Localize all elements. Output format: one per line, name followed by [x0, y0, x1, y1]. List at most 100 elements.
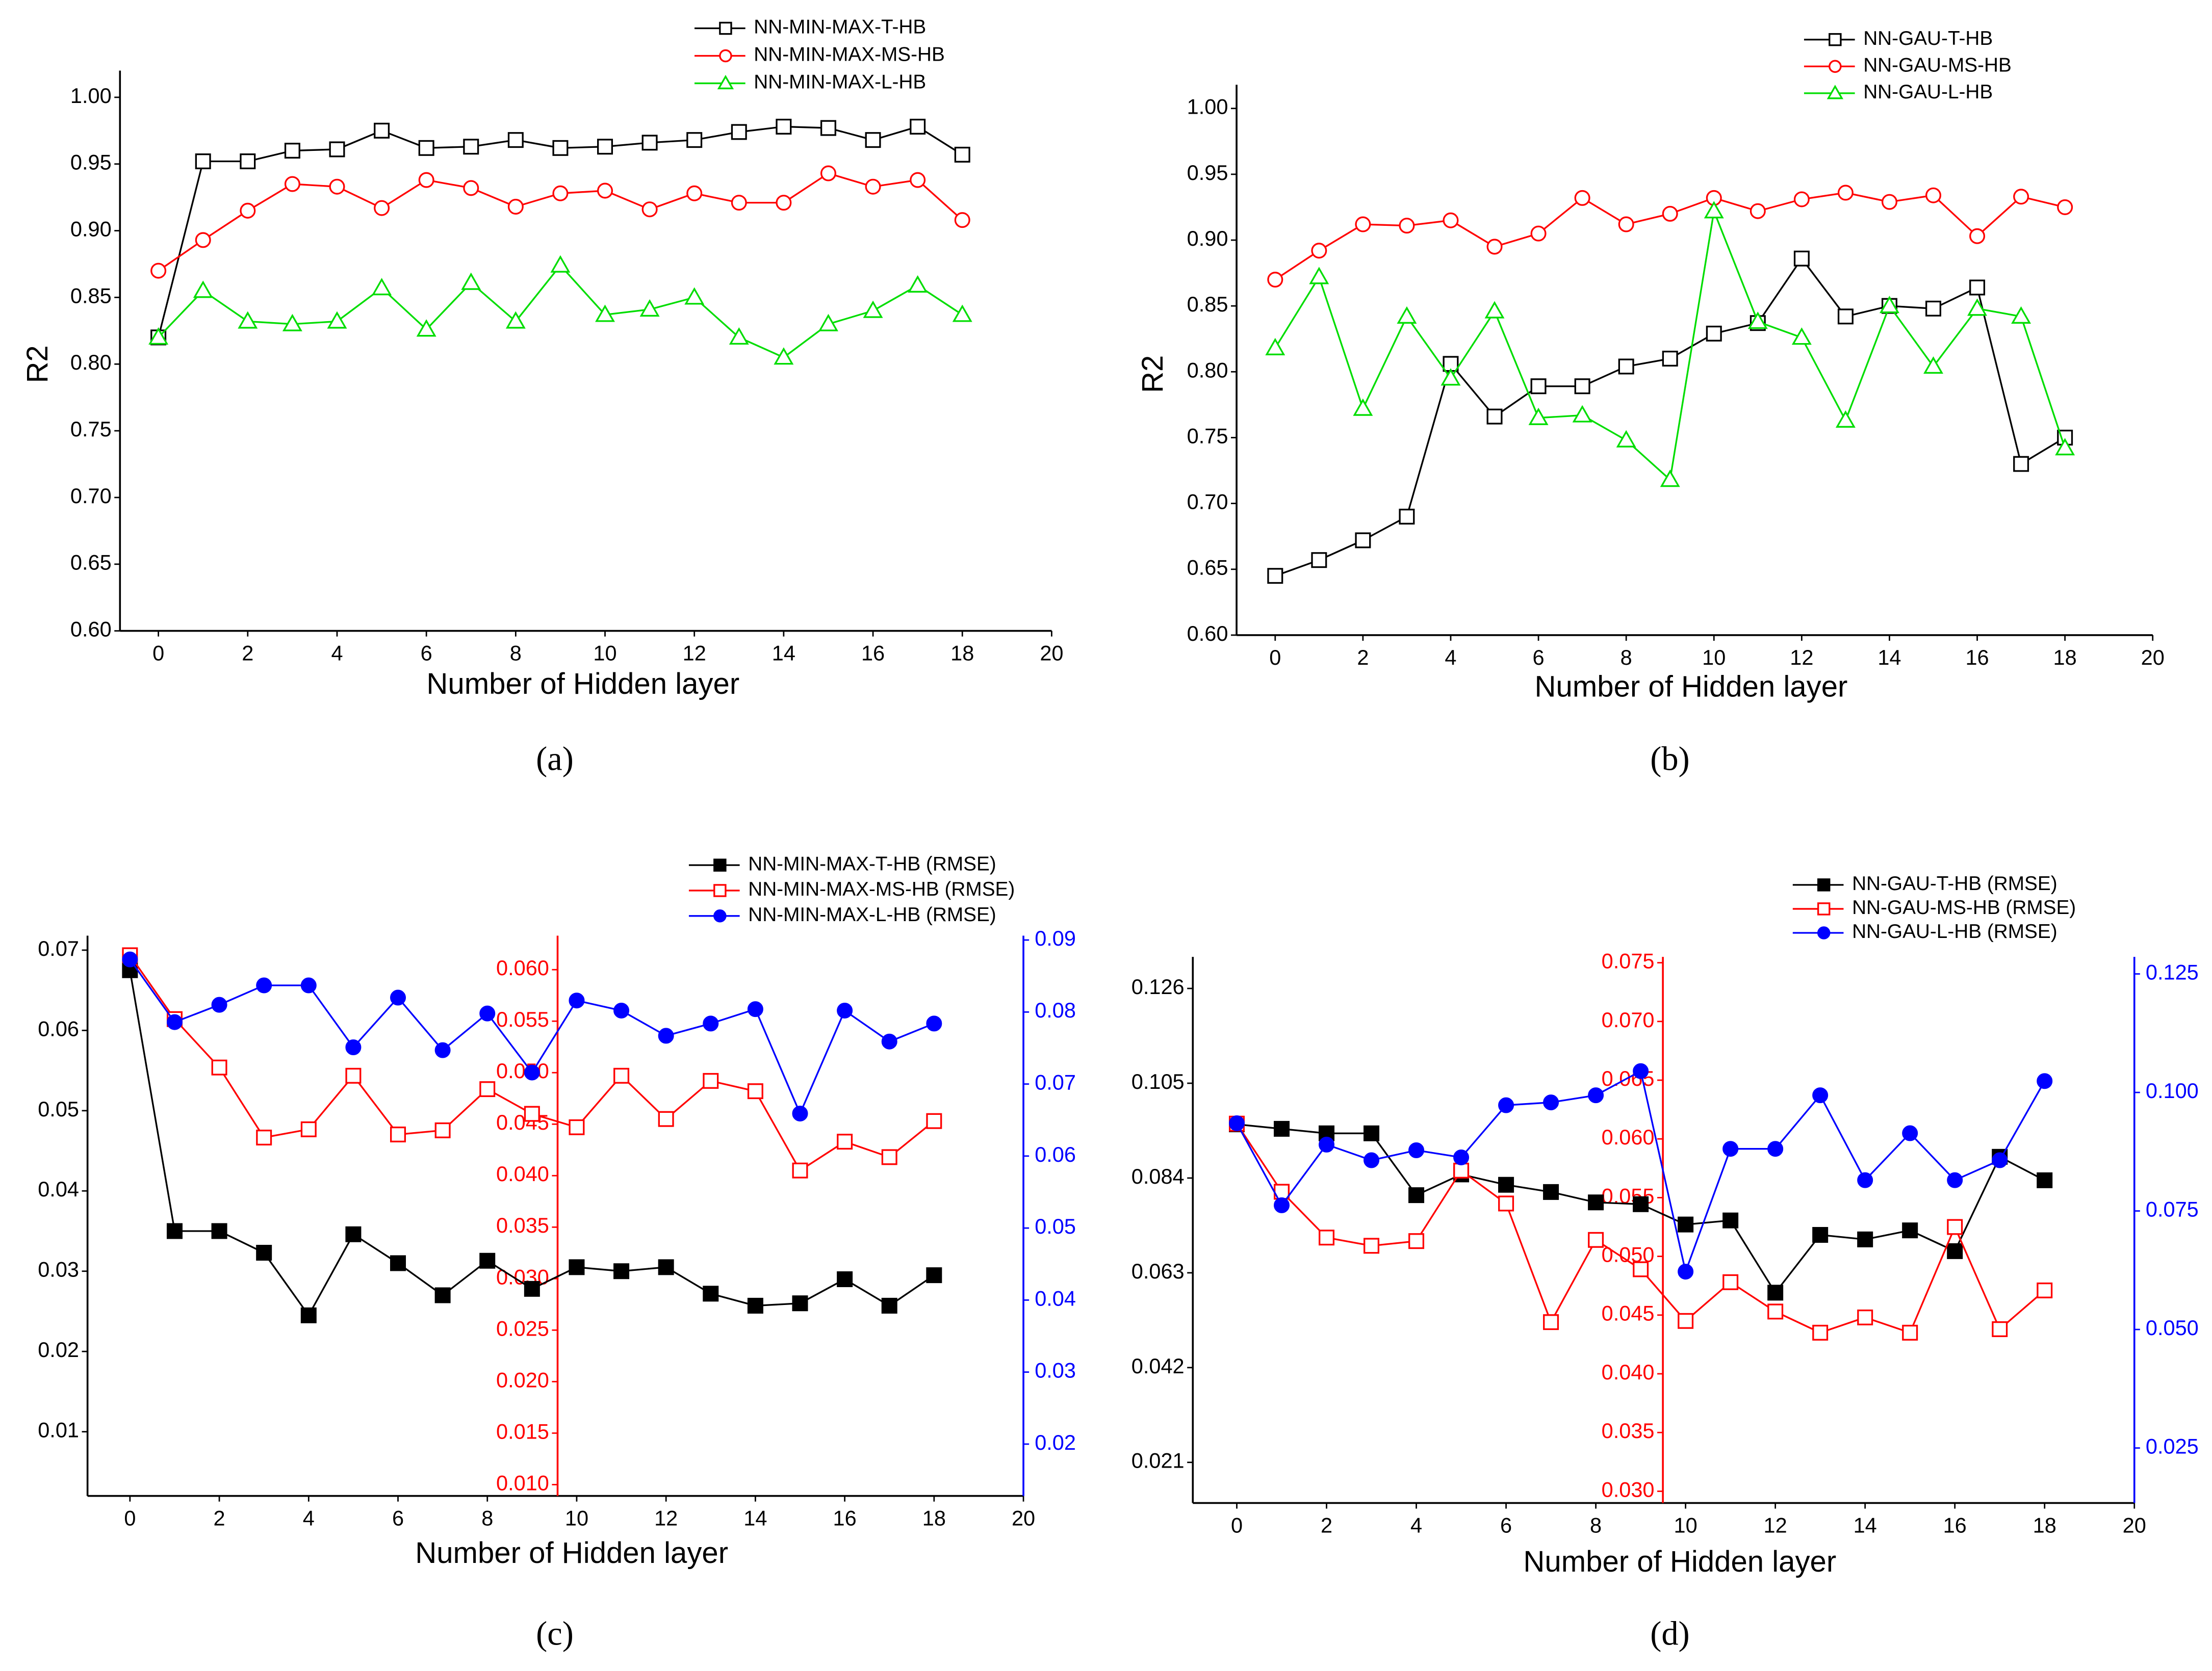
marker — [1722, 1274, 1739, 1290]
marker — [256, 977, 272, 994]
y2-tick-label: 0.025 — [496, 1316, 549, 1340]
marker — [524, 1064, 540, 1081]
x-tick-label: 6 — [392, 1506, 404, 1530]
x-tick-label: 20 — [1040, 641, 1063, 665]
marker — [597, 139, 613, 155]
marker — [284, 176, 300, 192]
caption: (a) — [536, 740, 574, 777]
y2-tick-label: 0.075 — [1602, 949, 1655, 973]
legend-marker — [1829, 33, 1842, 46]
marker — [1706, 325, 1722, 342]
y-tick-label: 0.65 — [1187, 556, 1228, 580]
marker — [910, 118, 926, 135]
marker — [1857, 1309, 1873, 1325]
x-tick-label: 10 — [1702, 645, 1726, 669]
y2-tick-label: 0.040 — [496, 1162, 549, 1186]
y2-tick-label: 0.045 — [496, 1110, 549, 1134]
marker — [166, 1014, 183, 1030]
marker — [1633, 1063, 1649, 1079]
x-tick-label: 18 — [2033, 1513, 2056, 1537]
y2-tick-label: 0.010 — [496, 1471, 549, 1495]
marker — [641, 135, 658, 151]
marker — [327, 311, 347, 329]
legend-label: NN-GAU-L-HB (RMSE) — [1852, 921, 2057, 943]
marker — [1311, 552, 1327, 568]
marker — [1364, 1238, 1380, 1254]
y-tick-label: 0.021 — [1131, 1449, 1185, 1473]
marker — [569, 993, 585, 1009]
marker — [684, 287, 705, 305]
x-tick-label: 18 — [2053, 645, 2077, 669]
marker — [818, 314, 838, 331]
marker — [1902, 1222, 1918, 1239]
marker — [552, 185, 569, 201]
marker — [282, 314, 302, 331]
marker — [1408, 1233, 1425, 1249]
marker — [211, 997, 227, 1013]
x-tick-label: 0 — [124, 1506, 136, 1530]
marker — [1747, 311, 1768, 329]
marker — [1588, 1087, 1604, 1104]
marker — [747, 1001, 763, 1017]
y2-tick-label: 0.040 — [1602, 1360, 1655, 1384]
marker — [505, 311, 526, 329]
marker — [1498, 1177, 1514, 1193]
marker — [1543, 1094, 1559, 1111]
marker — [792, 1162, 808, 1179]
marker — [300, 1307, 317, 1323]
marker — [1662, 350, 1678, 367]
marker — [479, 1081, 496, 1098]
marker — [1857, 1172, 1873, 1188]
x-tick-label: 14 — [1854, 1513, 1877, 1537]
x-axis-title: Number of Hidden layer — [1523, 1545, 1836, 1578]
marker — [1355, 532, 1371, 549]
y3-tick-label: 0.09 — [1035, 926, 1076, 950]
x-tick-label: 14 — [772, 641, 795, 665]
marker — [1309, 267, 1329, 284]
marker — [122, 951, 138, 968]
marker — [1767, 1285, 1784, 1301]
marker — [1588, 1194, 1604, 1211]
marker — [300, 1121, 317, 1137]
legend-label: NN-GAU-MS-HB (RMSE) — [1852, 897, 2076, 919]
marker — [390, 989, 406, 1006]
marker — [211, 1059, 227, 1076]
y3-tick-label: 0.125 — [2146, 960, 2199, 984]
marker — [1353, 398, 1373, 416]
x-tick-label: 2 — [242, 641, 253, 665]
marker — [374, 200, 390, 216]
marker — [1441, 368, 1461, 386]
marker — [1923, 356, 1943, 374]
marker — [434, 1122, 451, 1138]
marker — [1530, 225, 1547, 242]
marker — [1274, 1197, 1290, 1213]
marker — [1574, 378, 1590, 395]
x-tick-label: 2 — [214, 1506, 225, 1530]
marker — [747, 1297, 763, 1314]
marker — [1969, 228, 1986, 244]
marker — [479, 1005, 496, 1022]
y3-tick-label: 0.100 — [2146, 1079, 2199, 1103]
marker — [2037, 1073, 2053, 1089]
y3-tick-label: 0.06 — [1035, 1142, 1076, 1166]
series-line — [158, 125, 963, 338]
marker — [1947, 1219, 1963, 1235]
x-tick-label: 8 — [1590, 1513, 1602, 1537]
legend-label: NN-MIN-MAX-MS-HB (RMSE) — [748, 878, 1015, 900]
marker — [374, 122, 390, 139]
marker — [954, 146, 970, 163]
marker — [686, 132, 703, 148]
y-tick-label: 0.03 — [38, 1258, 79, 1282]
marker — [345, 1067, 362, 1084]
marker — [1947, 1172, 1963, 1188]
legend-marker — [1829, 60, 1842, 73]
marker — [792, 1295, 808, 1312]
marker — [1969, 279, 1986, 296]
series-line — [1274, 208, 2066, 482]
y-tick-label: 0.063 — [1131, 1259, 1185, 1283]
x-axis-title: Number of Hidden layer — [1535, 670, 1848, 703]
x-tick-label: 16 — [833, 1506, 857, 1530]
marker — [926, 1267, 942, 1284]
y3-tick-label: 0.04 — [1035, 1286, 1076, 1310]
